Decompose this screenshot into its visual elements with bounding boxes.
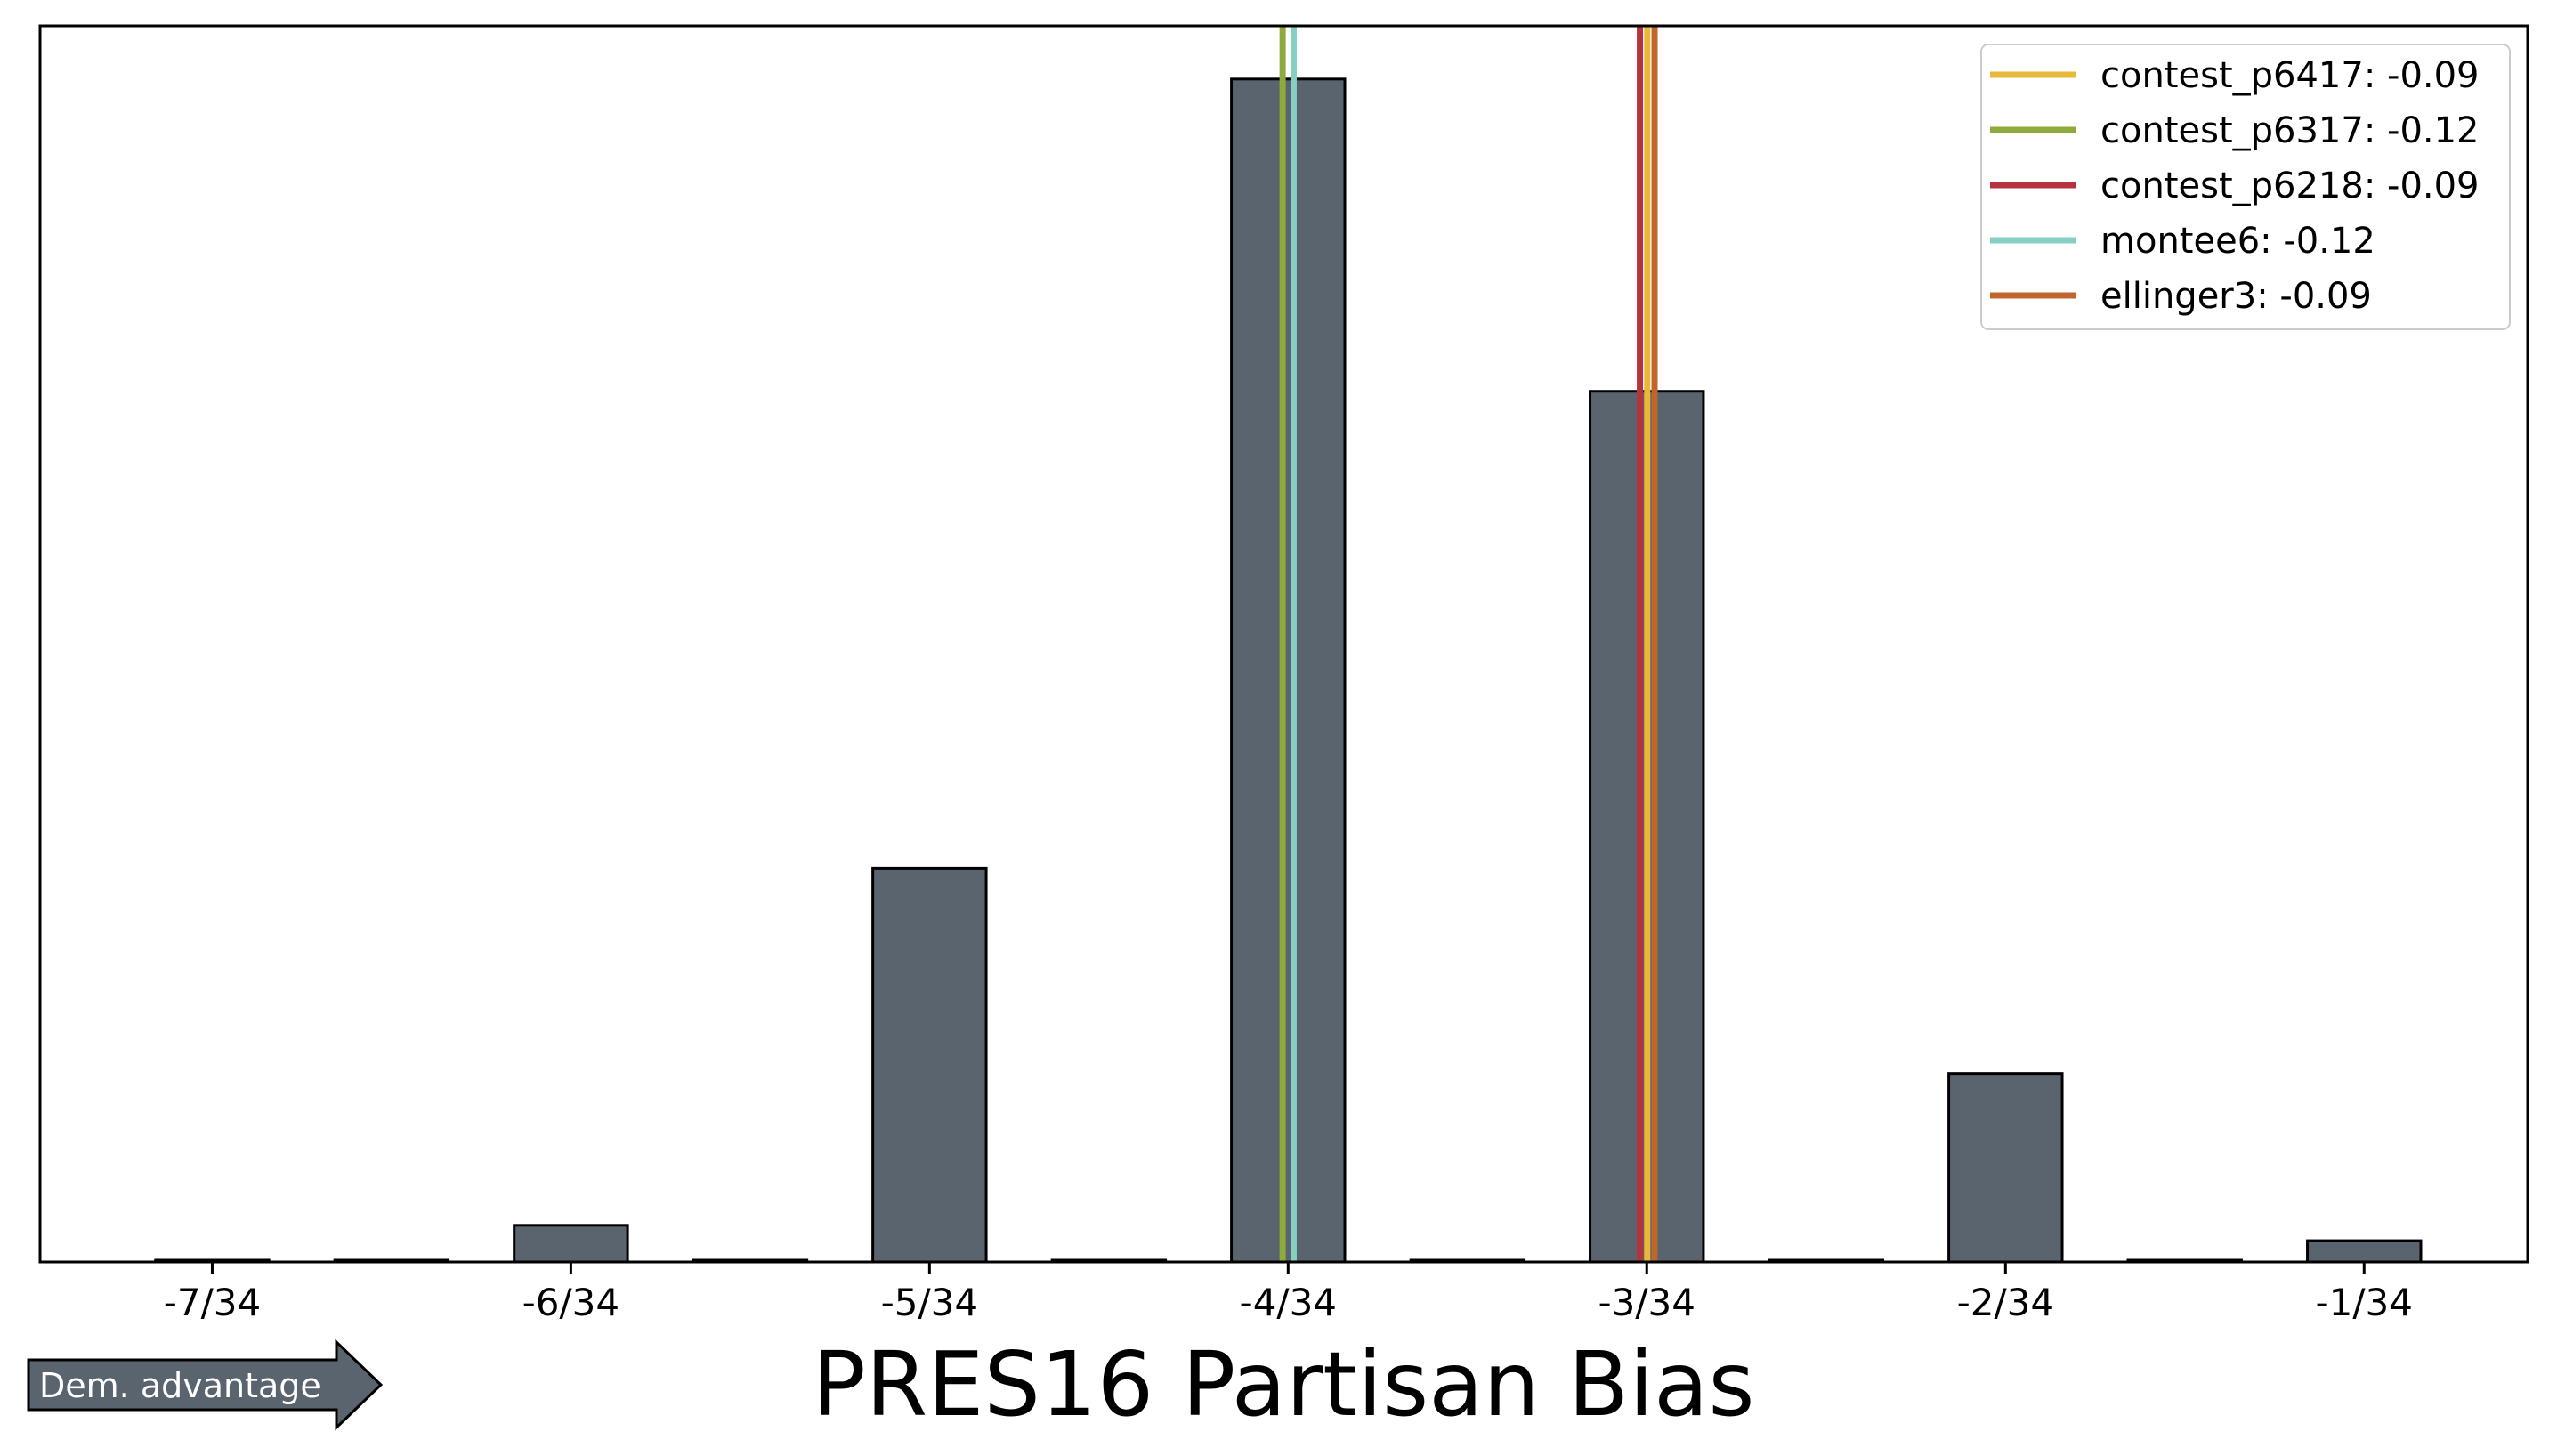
x-tick-label-0: -7/34 xyxy=(164,1281,261,1324)
x-axis-ticks: -7/34 -6/34 -5/34 -4/34 -3/34 -2/34 -1/34 xyxy=(164,1262,2413,1324)
bar-12 xyxy=(2306,1239,2423,1264)
x-tick-label-6: -1/34 xyxy=(2316,1281,2413,1324)
x-tick-label-1: -6/34 xyxy=(522,1281,619,1324)
dem-advantage-arrow: Dem. advantage xyxy=(27,1339,384,1431)
bar-2 xyxy=(513,1224,629,1264)
arrow-label: Dem. advantage xyxy=(39,1366,321,1405)
x-axis-title: PRES16 Partisan Bias xyxy=(813,1332,1755,1436)
plot-frame xyxy=(38,24,2529,1264)
x-tick-label-5: -2/34 xyxy=(1957,1281,2054,1324)
bar-4 xyxy=(871,866,988,1264)
reference-lines-layer xyxy=(1279,26,1658,1262)
x-tick-label-2: -5/34 xyxy=(881,1281,978,1324)
x-tick-label-3: -4/34 xyxy=(1240,1281,1337,1324)
legend-box xyxy=(1980,44,2511,330)
arrow-shape xyxy=(27,1339,384,1431)
legend-label-contest_p6218: contest_p6218: -0.09 xyxy=(2100,166,2480,206)
legend-label-contest_p6317: contest_p6317: -0.12 xyxy=(2100,110,2480,151)
legend-label-ellinger3: ellinger3: -0.09 xyxy=(2100,276,2372,317)
bar-6 xyxy=(1230,77,1347,1264)
bar-10 xyxy=(1947,1072,2064,1264)
x-tick-label-4: -3/34 xyxy=(1598,1281,1695,1324)
legend-label-contest_p6417: contest_p6417: -0.09 xyxy=(2100,55,2480,96)
legend: contest_p6417: -0.09 contest_p6317: -0.12… xyxy=(1980,44,2511,330)
legend-label-montee6: montee6: -0.12 xyxy=(2100,221,2375,262)
